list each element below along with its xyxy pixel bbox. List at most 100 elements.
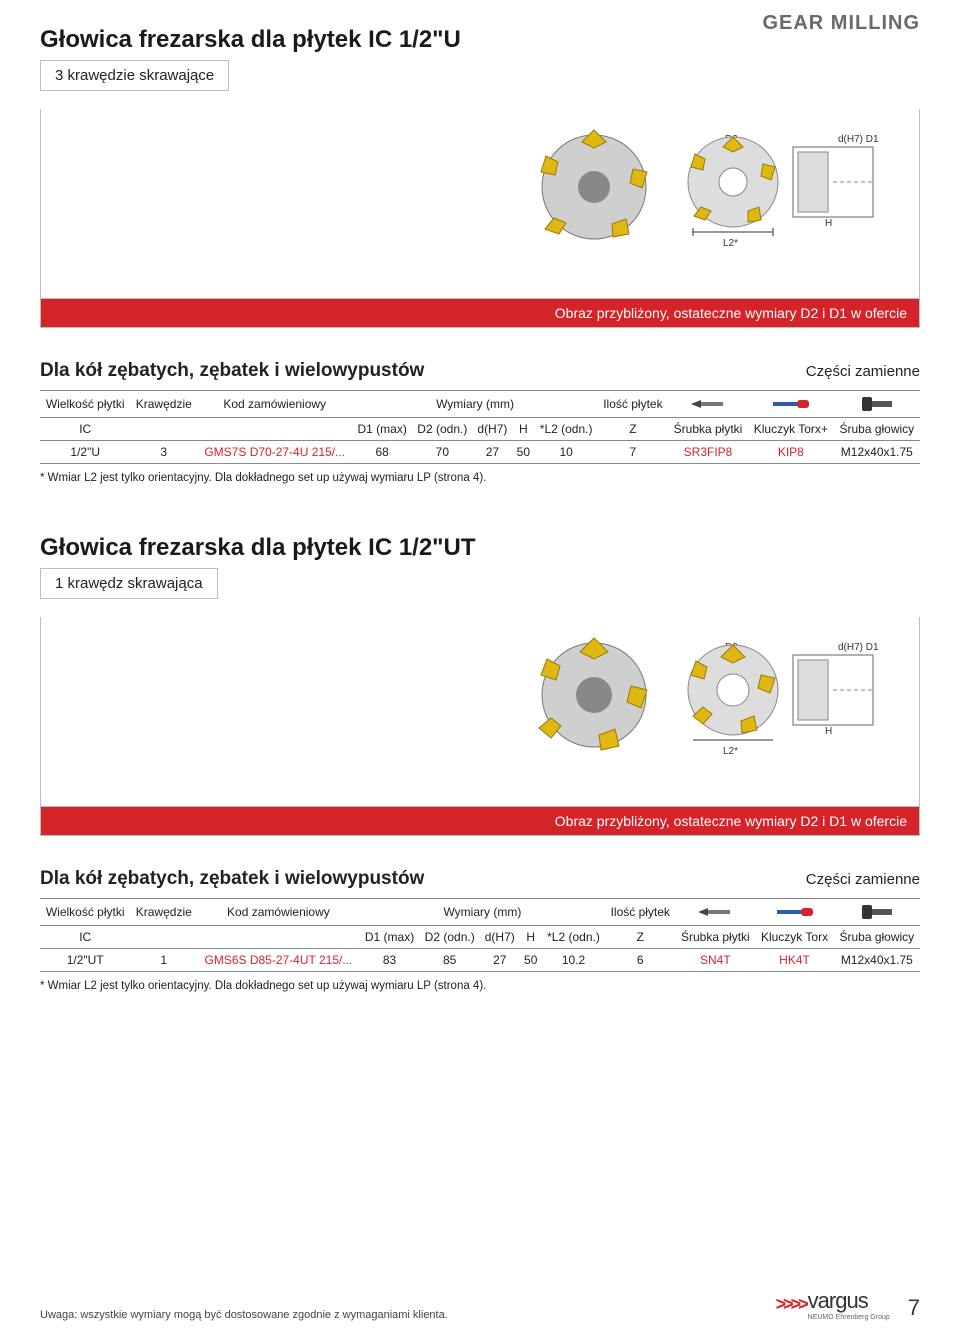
section1-footnote: * Wmiar L2 jest tylko orientacyjny. Dla …	[40, 472, 920, 484]
cell-d2: 85	[419, 949, 480, 972]
torx-key-icon	[755, 899, 833, 926]
cell-edges: 1	[130, 949, 197, 972]
cell-d1: 68	[352, 441, 412, 464]
table-subheader-row: IC D1 (max) D2 (odn.) d(H7) H *L2 (odn.)…	[40, 926, 920, 949]
torx-key-icon	[748, 391, 834, 418]
section1-parts-label: Części zamienne	[806, 363, 920, 380]
th-dim: Wymiary (mm)	[352, 391, 598, 418]
section2-subtitle: 1 krawędz skrawająca	[40, 568, 218, 599]
section1-subtitle: 3 krawędzie skrawające	[40, 60, 229, 91]
th-l2: *L2 (odn.)	[542, 926, 605, 949]
section2-table: Wielkość płytki Krawędzie Kod zamówienio…	[40, 898, 920, 972]
cell-ic: 1/2"UT	[40, 949, 130, 972]
cell-spc: M12x40x1.75	[834, 441, 920, 464]
screw-icon	[668, 391, 748, 418]
th-order: Kod zamówieniowy	[197, 391, 352, 418]
th-qty: Ilość płytek	[598, 391, 668, 418]
th-spb: Kluczyk Torx+	[748, 418, 834, 441]
cell-z: 7	[598, 441, 668, 464]
th-size: Wielkość płytki	[40, 391, 130, 418]
milling-head-icon	[519, 630, 669, 760]
label-l2: L2*	[723, 238, 738, 249]
table-subheader-row: IC D1 (max) D2 (odn.) d(H7) H *L2 (odn.)…	[40, 418, 920, 441]
head-screw-icon	[834, 899, 920, 926]
section2-footnote: * Wmiar L2 jest tylko orientacyjny. Dla …	[40, 980, 920, 992]
cell-l2: 10.2	[542, 949, 605, 972]
cell-spa: SN4T	[675, 949, 755, 972]
th-dh7: d(H7)	[480, 926, 520, 949]
technical-drawing-icon: D2 d(H7) D1 H L2*	[683, 122, 903, 252]
cell-code: GMS7S D70-27-4U 215/...	[197, 441, 352, 464]
chevron-icon: >>>>	[776, 1294, 806, 1315]
th-dim: Wymiary (mm)	[360, 899, 605, 926]
th-d1: D1 (max)	[352, 418, 412, 441]
section2-table-title-row: Dla kół zębatych, zębatek i wielowypustó…	[40, 868, 920, 890]
th-spc: Śruba głowicy	[834, 418, 920, 441]
label-dh7d1: d(H7) D1	[838, 134, 879, 145]
th-dh7: d(H7)	[473, 418, 513, 441]
brand-text: GEAR MILLING	[762, 12, 920, 34]
cell-dh7: 27	[473, 441, 513, 464]
section1-table-title: Dla kół zębatych, zębatek i wielowypustó…	[40, 360, 424, 382]
technical-drawing-icon: D2 d(H7) D1 H L2*	[683, 630, 903, 760]
cell-h: 50	[512, 441, 534, 464]
label-h: H	[825, 218, 832, 229]
cell-l2: 10	[534, 441, 597, 464]
vargus-logo: >>>> vargus NEUMO Ehrenberg Group	[776, 1288, 890, 1321]
th-ic: IC	[40, 926, 130, 949]
cell-edges: 3	[130, 441, 197, 464]
section2-parts-label: Części zamienne	[806, 871, 920, 888]
cell-d1: 83	[360, 949, 420, 972]
cell-spb: HK4T	[755, 949, 833, 972]
th-z: Z	[605, 926, 675, 949]
cell-code: GMS6S D85-27-4UT 215/...	[197, 949, 360, 972]
cell-h: 50	[520, 949, 542, 972]
table-header-row: Wielkość płytki Krawędzie Kod zamówienio…	[40, 391, 920, 418]
section2-redstrip: Obraz przybliżony, ostateczne wymiary D2…	[40, 807, 920, 836]
th-spa: Śrubka płytki	[675, 926, 755, 949]
th-edges: Krawędzie	[130, 391, 197, 418]
section1-table-title-row: Dla kół zębatych, zębatek i wielowypustó…	[40, 360, 920, 382]
th-l2: *L2 (odn.)	[534, 418, 597, 441]
milling-head-icon	[519, 122, 669, 252]
section1-diagram-box: D2 d(H7) D1 H L2*	[40, 109, 920, 299]
section1-redstrip: Obraz przybliżony, ostateczne wymiary D2…	[40, 299, 920, 328]
cell-d2: 70	[412, 441, 473, 464]
label-h: H	[825, 726, 832, 737]
page-number: 7	[908, 1295, 920, 1321]
th-spc: Śruba głowicy	[834, 926, 920, 949]
brand-logo: GEAR MILLING	[762, 12, 920, 35]
th-ic: IC	[40, 418, 130, 441]
cell-dh7: 27	[480, 949, 520, 972]
section2-table-title: Dla kół zębatych, zębatek i wielowypustó…	[40, 868, 424, 890]
page-footer: Uwaga: wszystkie wymiary mogą być dostos…	[40, 1288, 920, 1321]
table-row: 1/2"U 3 GMS7S D70-27-4U 215/... 68 70 27…	[40, 441, 920, 464]
label-l2: L2*	[723, 746, 738, 757]
cell-spa: SR3FIP8	[668, 441, 748, 464]
section2-diagram-box: D2 d(H7) D1 H L2*	[40, 617, 920, 807]
cell-spc: M12x40x1.75	[834, 949, 920, 972]
cell-z: 6	[605, 949, 675, 972]
cell-ic: 1/2"U	[40, 441, 130, 464]
vargus-sub: NEUMO Ehrenberg Group	[808, 1314, 890, 1321]
th-h: H	[520, 926, 542, 949]
vargus-name: vargus	[808, 1288, 868, 1313]
th-spb: Kluczyk Torx	[755, 926, 833, 949]
th-qty: Ilość płytek	[605, 899, 675, 926]
head-screw-icon	[834, 391, 920, 418]
th-h: H	[512, 418, 534, 441]
th-edges: Krawędzie	[130, 899, 197, 926]
th-d2: D2 (odn.)	[412, 418, 473, 441]
th-z: Z	[598, 418, 668, 441]
section2-title: Głowica frezarska dla płytek IC 1/2"UT	[40, 534, 920, 562]
screw-icon	[675, 899, 755, 926]
th-order: Kod zamówieniowy	[197, 899, 360, 926]
label-dh7d1: d(H7) D1	[838, 642, 879, 653]
table-header-row: Wielkość płytki Krawędzie Kod zamówienio…	[40, 899, 920, 926]
th-d2: D2 (odn.)	[419, 926, 480, 949]
th-size: Wielkość płytki	[40, 899, 130, 926]
th-d1: D1 (max)	[360, 926, 420, 949]
section1-table: Wielkość płytki Krawędzie Kod zamówienio…	[40, 390, 920, 464]
cell-spb: KIP8	[748, 441, 834, 464]
footer-note: Uwaga: wszystkie wymiary mogą być dostos…	[40, 1309, 448, 1321]
